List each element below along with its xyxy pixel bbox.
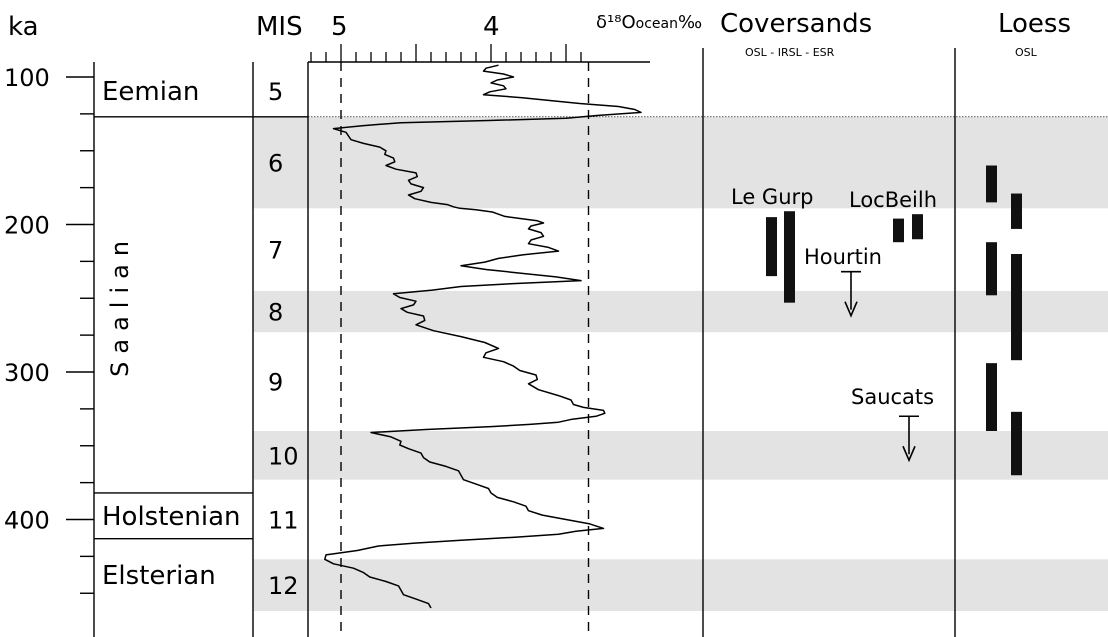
- site-label-saucats: Saucats: [851, 385, 934, 409]
- column-dividers: [93, 48, 956, 637]
- delta-ticks: [310, 44, 582, 62]
- loess-method: OSL: [1015, 46, 1038, 59]
- delta-curve: [324, 64, 642, 609]
- stage-label-saalian: Saalian: [106, 233, 134, 377]
- site-label-le-gurp: Le Gurp: [731, 185, 813, 209]
- loess-bar-7: [1011, 411, 1022, 476]
- age-tick-label-200: 200: [4, 212, 50, 240]
- mis-label-7: 7: [268, 237, 283, 265]
- delta-symbol: δ¹⁸O: [596, 12, 636, 33]
- mis-bands: [253, 116, 1108, 611]
- mis-band-8: [253, 290, 1108, 333]
- mis-label-10: 10: [268, 442, 299, 470]
- stage-label-elsterian: Elsterian: [102, 561, 216, 591]
- age-axis-label: ka: [8, 12, 39, 42]
- mis-label-5: 5: [268, 78, 283, 106]
- coversand-marks: [766, 211, 923, 463]
- mis-label-11: 11: [268, 507, 299, 535]
- coversand-bar-locbeilh-2: [893, 218, 904, 243]
- coversand-bar-le-gurp-0: [766, 217, 777, 277]
- age-tick-label-300: 300: [4, 359, 50, 387]
- mis-header: MIS: [256, 12, 303, 42]
- mis-labels: 5 6 7 8 9 10 11 12: [268, 78, 299, 600]
- climate-stages: Eemian Saalian Holstenian Elsterian: [94, 77, 1108, 591]
- coversand-bar-locbeilh-3: [912, 214, 923, 240]
- age-tick-label-100: 100: [4, 64, 50, 92]
- stage-label-eemian: Eemian: [102, 77, 199, 107]
- mis-label-8: 8: [268, 299, 283, 327]
- loess-marks: [986, 165, 1022, 476]
- mis-label-6: 6: [268, 150, 283, 178]
- site-label-hourtin: Hourtin: [804, 245, 882, 269]
- age-tick-label-400: 400: [4, 507, 50, 535]
- loess-bar-5: [1011, 307, 1022, 361]
- loess-bar-1: [1011, 193, 1022, 229]
- mis-band-6: [253, 116, 1108, 209]
- loess-bar-6: [986, 363, 997, 431]
- mis-label-12: 12: [268, 572, 299, 600]
- delta-unit: ‰: [678, 12, 702, 33]
- coversands-header: Coversands: [720, 9, 872, 39]
- loess-bar-3: [1011, 254, 1022, 305]
- site-label-locbeilh: LocBeilh: [849, 188, 937, 212]
- min-age-arrowhead-hourtin: [844, 301, 858, 318]
- mis-band-10: [253, 431, 1108, 480]
- delta-tick-label-4: 4: [483, 12, 500, 42]
- delta-label: δ¹⁸Oocean‰: [596, 12, 702, 33]
- mis-band-12: [253, 559, 1108, 611]
- loess-bar-0: [986, 165, 997, 203]
- delta-subscript: ocean: [636, 16, 678, 32]
- loess-header: Loess: [998, 9, 1071, 39]
- min-age-arrowhead-saucats: [902, 445, 916, 463]
- coversand-bar-le-gurp-1: [784, 211, 795, 303]
- coversands-methods: OSL - IRSL - ESR: [745, 46, 835, 59]
- delta-tick-label-5: 5: [331, 12, 348, 42]
- age-ticks: 100 200 300 400: [4, 64, 94, 594]
- loess-bar-2: [986, 242, 997, 296]
- stage-label-holstenian: Holstenian: [102, 502, 241, 532]
- mis-label-9: 9: [268, 369, 283, 397]
- delta-curve-layer: [324, 64, 642, 609]
